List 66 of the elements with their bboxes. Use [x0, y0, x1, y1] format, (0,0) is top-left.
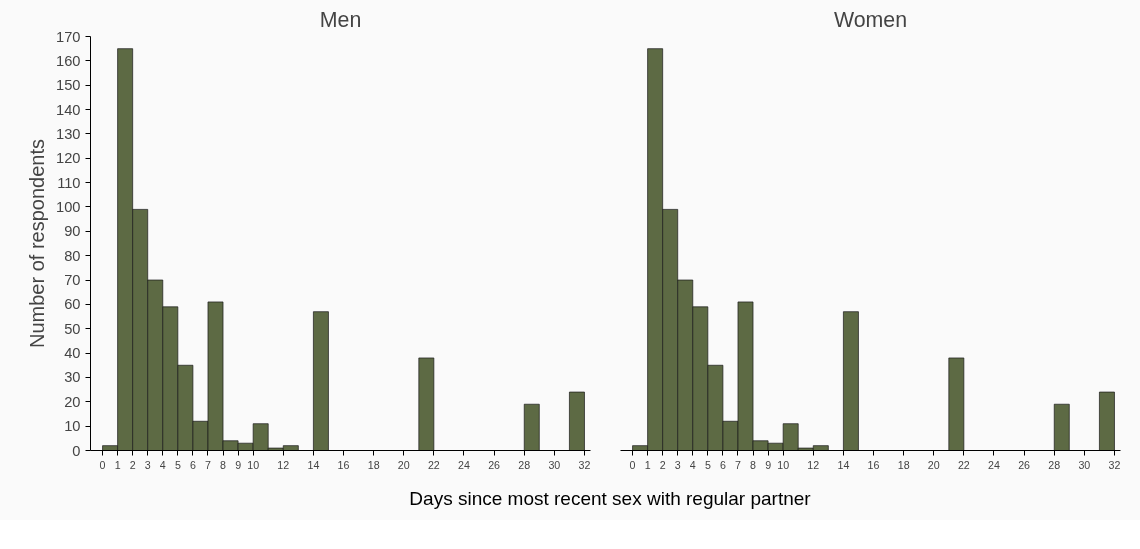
y-tick-label: 50 — [64, 320, 81, 337]
x-tick-label: 26 — [488, 458, 501, 471]
x-tick-label: 0 — [99, 458, 106, 471]
x-tick-label: 24 — [458, 458, 470, 471]
y-tick-label: 40 — [64, 345, 81, 362]
y-tick-label: 0 — [72, 442, 81, 459]
x-tick-label: 5 — [704, 458, 711, 471]
x-tick-label: 0 — [629, 458, 636, 471]
x-tick-label: 22 — [957, 458, 970, 471]
x-tick-label: 26 — [1018, 458, 1031, 471]
x-tick-label: 20 — [927, 458, 940, 471]
x-tick-label: 10 — [777, 458, 790, 471]
x-tick-label: 16 — [337, 458, 350, 471]
y-tick-label: 10 — [64, 418, 81, 435]
x-tick-label: 9 — [235, 458, 242, 471]
y-tick-label: 90 — [64, 223, 81, 240]
x-tick-label: 32 — [578, 458, 591, 471]
y-tick-label: 170 — [56, 28, 81, 45]
chart-title: Women — [833, 7, 908, 32]
y-tick-label: 30 — [64, 369, 81, 386]
y-tick-label: 160 — [56, 52, 81, 69]
y-tick-label: 70 — [64, 272, 81, 289]
x-tick-label: 1 — [644, 458, 651, 471]
x-tick-label: 5 — [174, 458, 181, 471]
y-tick-label: 110 — [57, 174, 81, 191]
x-tick-label: 10 — [247, 458, 260, 471]
y-tick-label: 20 — [64, 393, 81, 410]
x-tick-label: 20 — [397, 458, 410, 471]
x-tick-label: 16 — [867, 458, 880, 471]
x-tick-label: 28 — [1048, 458, 1061, 471]
x-tick-label: 8 — [220, 458, 227, 471]
x-tick-label: 3 — [144, 458, 151, 471]
x-tick-label: 4 — [159, 458, 166, 471]
x-tick-label: 3 — [674, 458, 681, 471]
x-tick-label: 2 — [129, 458, 136, 471]
x-tick-label: 18 — [367, 458, 380, 471]
x-tick-label: 30 — [1078, 458, 1091, 471]
x-tick-label: 4 — [689, 458, 696, 471]
x-tick-label: 14 — [837, 458, 850, 471]
y-tick-label: 150 — [56, 77, 81, 94]
x-tick-label: 12 — [807, 458, 820, 471]
y-tick-label: 100 — [56, 198, 81, 215]
y-tick-label: 140 — [56, 101, 81, 118]
x-tick-label: 6 — [719, 458, 726, 471]
y-axis-title: Number of respondents — [26, 138, 49, 348]
x-tick-label: 18 — [897, 458, 910, 471]
y-tick-label: 60 — [64, 296, 81, 313]
x-tick-label: 14 — [307, 458, 320, 471]
x-tick-label: 7 — [205, 458, 212, 471]
x-tick-label: 12 — [277, 458, 290, 471]
y-tick-label: 130 — [56, 125, 81, 142]
x-tick-label: 1 — [114, 458, 121, 471]
chart-title: Men — [319, 7, 362, 32]
x-tick-label: 2 — [659, 458, 666, 471]
x-tick-label: 7 — [735, 458, 742, 471]
x-tick-label: 9 — [765, 458, 772, 471]
y-tick-label: 120 — [56, 150, 81, 167]
x-tick-label: 8 — [750, 458, 757, 471]
x-tick-label: 32 — [1108, 458, 1121, 471]
x-tick-label: 28 — [518, 458, 531, 471]
x-tick-label: 24 — [988, 458, 1000, 471]
y-tick-label: 80 — [64, 247, 81, 264]
x-axis-title: Days since most recent sex with regular partner — [409, 487, 811, 511]
x-tick-label: 22 — [427, 458, 440, 471]
x-tick-label: 30 — [548, 458, 561, 471]
x-tick-label: 6 — [189, 458, 196, 471]
